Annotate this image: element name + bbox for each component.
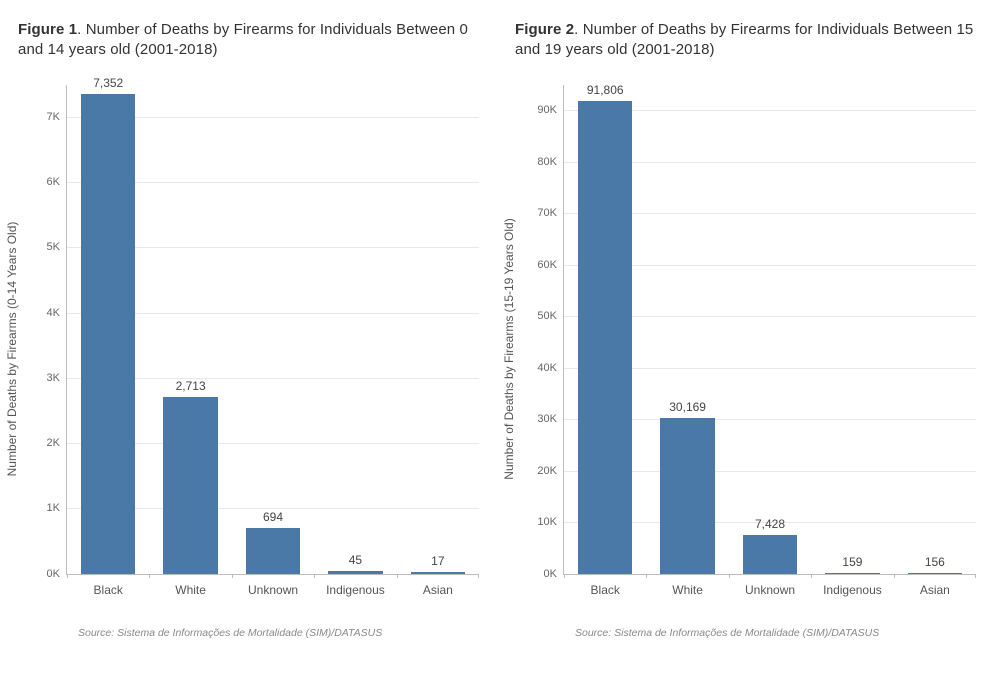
- bar-value-label: 30,169: [669, 400, 706, 414]
- y-tick-label: 2K: [47, 437, 67, 449]
- y-tick-label: 30K: [537, 413, 564, 425]
- bars-container: 91,806Black30,169White7,428Unknown159Ind…: [564, 85, 976, 574]
- bar-slot: 2,713White: [149, 85, 231, 574]
- y-tick-label: 0K: [47, 568, 67, 580]
- x-tick-mark: [729, 574, 730, 578]
- bar: [163, 397, 217, 574]
- x-tick-mark: [646, 574, 647, 578]
- x-tick-mark: [67, 574, 68, 578]
- x-category-label: White: [672, 574, 703, 597]
- x-tick-mark: [894, 574, 895, 578]
- bar: [743, 535, 797, 573]
- bar-value-label: 156: [925, 555, 945, 569]
- figure-row: Figure 1. Number of Deaths by Firearms f…: [18, 20, 982, 639]
- y-tick-label: 7K: [47, 111, 67, 123]
- bar-value-label: 91,806: [587, 83, 624, 97]
- bar-slot: 7,352Black: [67, 85, 149, 574]
- x-category-label: Asian: [920, 574, 950, 597]
- bar-value-label: 694: [263, 510, 283, 524]
- figure-2-title: Figure 2. Number of Deaths by Firearms f…: [515, 20, 982, 61]
- x-category-label: Black: [591, 574, 620, 597]
- bar-slot: 91,806Black: [564, 85, 646, 574]
- figure-2-title-rest: . Number of Deaths by Firearms for Indiv…: [515, 21, 973, 58]
- bar-slot: 7,428Unknown: [729, 85, 811, 574]
- bar: [81, 94, 135, 573]
- figure-1-chart: Number of Deaths by Firearms (0-14 Years…: [18, 79, 485, 619]
- x-tick-mark: [811, 574, 812, 578]
- x-category-label: Unknown: [248, 574, 298, 597]
- figure-2-plot-area: 0K10K20K30K40K50K60K70K80K90K91,806Black…: [563, 85, 976, 575]
- x-tick-mark: [149, 574, 150, 578]
- figure-1-panel: Figure 1. Number of Deaths by Firearms f…: [18, 20, 485, 639]
- x-category-label: Indigenous: [326, 574, 385, 597]
- x-tick-mark: [397, 574, 398, 578]
- y-tick-label: 60K: [537, 259, 564, 271]
- figure-1-title-rest: . Number of Deaths by Firearms for Indiv…: [18, 21, 468, 58]
- bar: [660, 418, 714, 573]
- y-tick-label: 50K: [537, 310, 564, 322]
- y-tick-label: 1K: [47, 502, 67, 514]
- x-category-label: Black: [94, 574, 123, 597]
- y-tick-label: 10K: [537, 516, 564, 528]
- y-tick-label: 70K: [537, 207, 564, 219]
- x-category-label: Asian: [423, 574, 453, 597]
- bar-slot: 694Unknown: [232, 85, 314, 574]
- x-tick-mark: [564, 574, 565, 578]
- bar-slot: 45Indigenous: [314, 85, 396, 574]
- y-tick-label: 4K: [47, 307, 67, 319]
- figure-2-chart: Number of Deaths by Firearms (15-19 Year…: [515, 79, 982, 619]
- x-tick-mark: [232, 574, 233, 578]
- y-tick-label: 6K: [47, 176, 67, 188]
- bar-value-label: 2,713: [176, 379, 206, 393]
- figure-2-source: Source: Sistema de Informações de Mortal…: [575, 627, 982, 639]
- bar-slot: 159Indigenous: [811, 85, 893, 574]
- y-tick-label: 5K: [47, 241, 67, 253]
- bar: [246, 528, 300, 573]
- figure-1-plot-area: 0K1K2K3K4K5K6K7K7,352Black2,713White694U…: [66, 85, 479, 575]
- bar-slot: 17Asian: [397, 85, 479, 574]
- y-tick-label: 0K: [544, 568, 564, 580]
- bar-value-label: 7,428: [755, 517, 785, 531]
- figure-2-panel: Figure 2. Number of Deaths by Firearms f…: [515, 20, 982, 639]
- y-tick-label: 3K: [47, 372, 67, 384]
- x-category-label: White: [175, 574, 206, 597]
- bar-value-label: 159: [842, 555, 862, 569]
- bar: [578, 101, 632, 574]
- figure-1-ylabel: Number of Deaths by Firearms (0-14 Years…: [5, 221, 19, 476]
- figure-1-source: Source: Sistema de Informações de Mortal…: [78, 627, 485, 639]
- bar-value-label: 17: [431, 554, 444, 568]
- figure-2-title-prefix: Figure 2: [515, 21, 574, 38]
- bars-container: 7,352Black2,713White694Unknown45Indigeno…: [67, 85, 479, 574]
- y-tick-label: 40K: [537, 362, 564, 374]
- figure-2-ylabel: Number of Deaths by Firearms (15-19 Year…: [502, 218, 516, 479]
- bar-value-label: 7,352: [93, 76, 123, 90]
- bar-value-label: 45: [349, 553, 362, 567]
- figure-1-title-prefix: Figure 1: [18, 21, 77, 38]
- figure-1-title: Figure 1. Number of Deaths by Firearms f…: [18, 20, 485, 61]
- bar-slot: 30,169White: [646, 85, 728, 574]
- y-tick-label: 20K: [537, 465, 564, 477]
- y-tick-label: 80K: [537, 156, 564, 168]
- x-category-label: Indigenous: [823, 574, 882, 597]
- y-tick-label: 90K: [537, 104, 564, 116]
- x-category-label: Unknown: [745, 574, 795, 597]
- bar-slot: 156Asian: [894, 85, 976, 574]
- x-tick-mark: [314, 574, 315, 578]
